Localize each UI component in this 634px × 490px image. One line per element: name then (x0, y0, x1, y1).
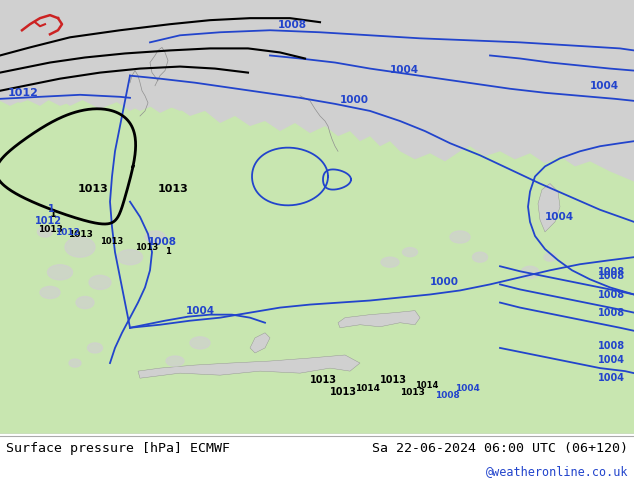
Polygon shape (250, 333, 270, 353)
Text: 1013: 1013 (400, 389, 425, 397)
Ellipse shape (145, 231, 165, 243)
Text: 1013: 1013 (310, 375, 337, 385)
Ellipse shape (450, 231, 470, 243)
Polygon shape (0, 96, 634, 434)
Text: 1013: 1013 (158, 184, 189, 194)
Ellipse shape (381, 257, 399, 267)
Text: 1014: 1014 (415, 381, 438, 390)
Text: 1013: 1013 (38, 225, 63, 234)
Ellipse shape (37, 227, 53, 237)
Text: 1: 1 (50, 209, 57, 219)
Text: 1012: 1012 (35, 216, 62, 226)
Polygon shape (338, 311, 420, 328)
Text: Surface pressure [hPa] ECMWF: Surface pressure [hPa] ECMWF (6, 442, 230, 455)
Text: 1000: 1000 (430, 277, 459, 288)
Text: 1008: 1008 (598, 268, 625, 277)
Text: 1008: 1008 (598, 290, 625, 299)
Text: 1013: 1013 (380, 375, 407, 385)
Text: 1013: 1013 (330, 387, 357, 397)
Text: @weatheronline.co.uk: @weatheronline.co.uk (486, 465, 628, 478)
Text: 1008: 1008 (598, 308, 625, 318)
Text: 1000: 1000 (340, 95, 369, 105)
Ellipse shape (65, 237, 95, 257)
Ellipse shape (521, 266, 539, 278)
Text: 1004: 1004 (186, 306, 215, 316)
Text: 1013: 1013 (78, 184, 109, 194)
Text: 1013: 1013 (135, 243, 158, 252)
Text: 1014: 1014 (355, 384, 380, 393)
Text: 1004: 1004 (590, 81, 619, 91)
Text: 1004: 1004 (545, 212, 574, 222)
Ellipse shape (472, 252, 488, 262)
Ellipse shape (69, 359, 81, 367)
Text: 1008: 1008 (148, 237, 177, 247)
Text: 1004: 1004 (598, 355, 625, 365)
Text: 1004: 1004 (598, 373, 625, 383)
Ellipse shape (166, 356, 184, 366)
Polygon shape (138, 355, 360, 378)
Text: 1008: 1008 (598, 341, 625, 351)
Ellipse shape (89, 275, 111, 290)
Ellipse shape (117, 249, 143, 265)
Text: 1: 1 (48, 204, 55, 214)
Text: 1012: 1012 (8, 88, 39, 98)
Text: 1008: 1008 (278, 20, 307, 30)
Ellipse shape (87, 343, 103, 353)
Ellipse shape (403, 247, 418, 257)
Text: 1004: 1004 (390, 65, 419, 74)
Text: 1013: 1013 (100, 237, 123, 246)
Ellipse shape (190, 337, 210, 349)
Ellipse shape (544, 253, 556, 261)
Polygon shape (538, 184, 560, 232)
Text: Sa 22-06-2024 06:00 UTC (06+120): Sa 22-06-2024 06:00 UTC (06+120) (372, 442, 628, 455)
Polygon shape (0, 0, 634, 136)
Text: 1: 1 (165, 247, 171, 256)
Ellipse shape (40, 287, 60, 298)
Text: 1008: 1008 (598, 271, 625, 281)
Text: 1004: 1004 (455, 384, 480, 393)
Ellipse shape (48, 265, 72, 280)
Text: 1012: 1012 (55, 228, 80, 237)
Ellipse shape (76, 296, 94, 309)
Text: 1008: 1008 (435, 392, 460, 400)
Text: 1013: 1013 (68, 230, 93, 239)
